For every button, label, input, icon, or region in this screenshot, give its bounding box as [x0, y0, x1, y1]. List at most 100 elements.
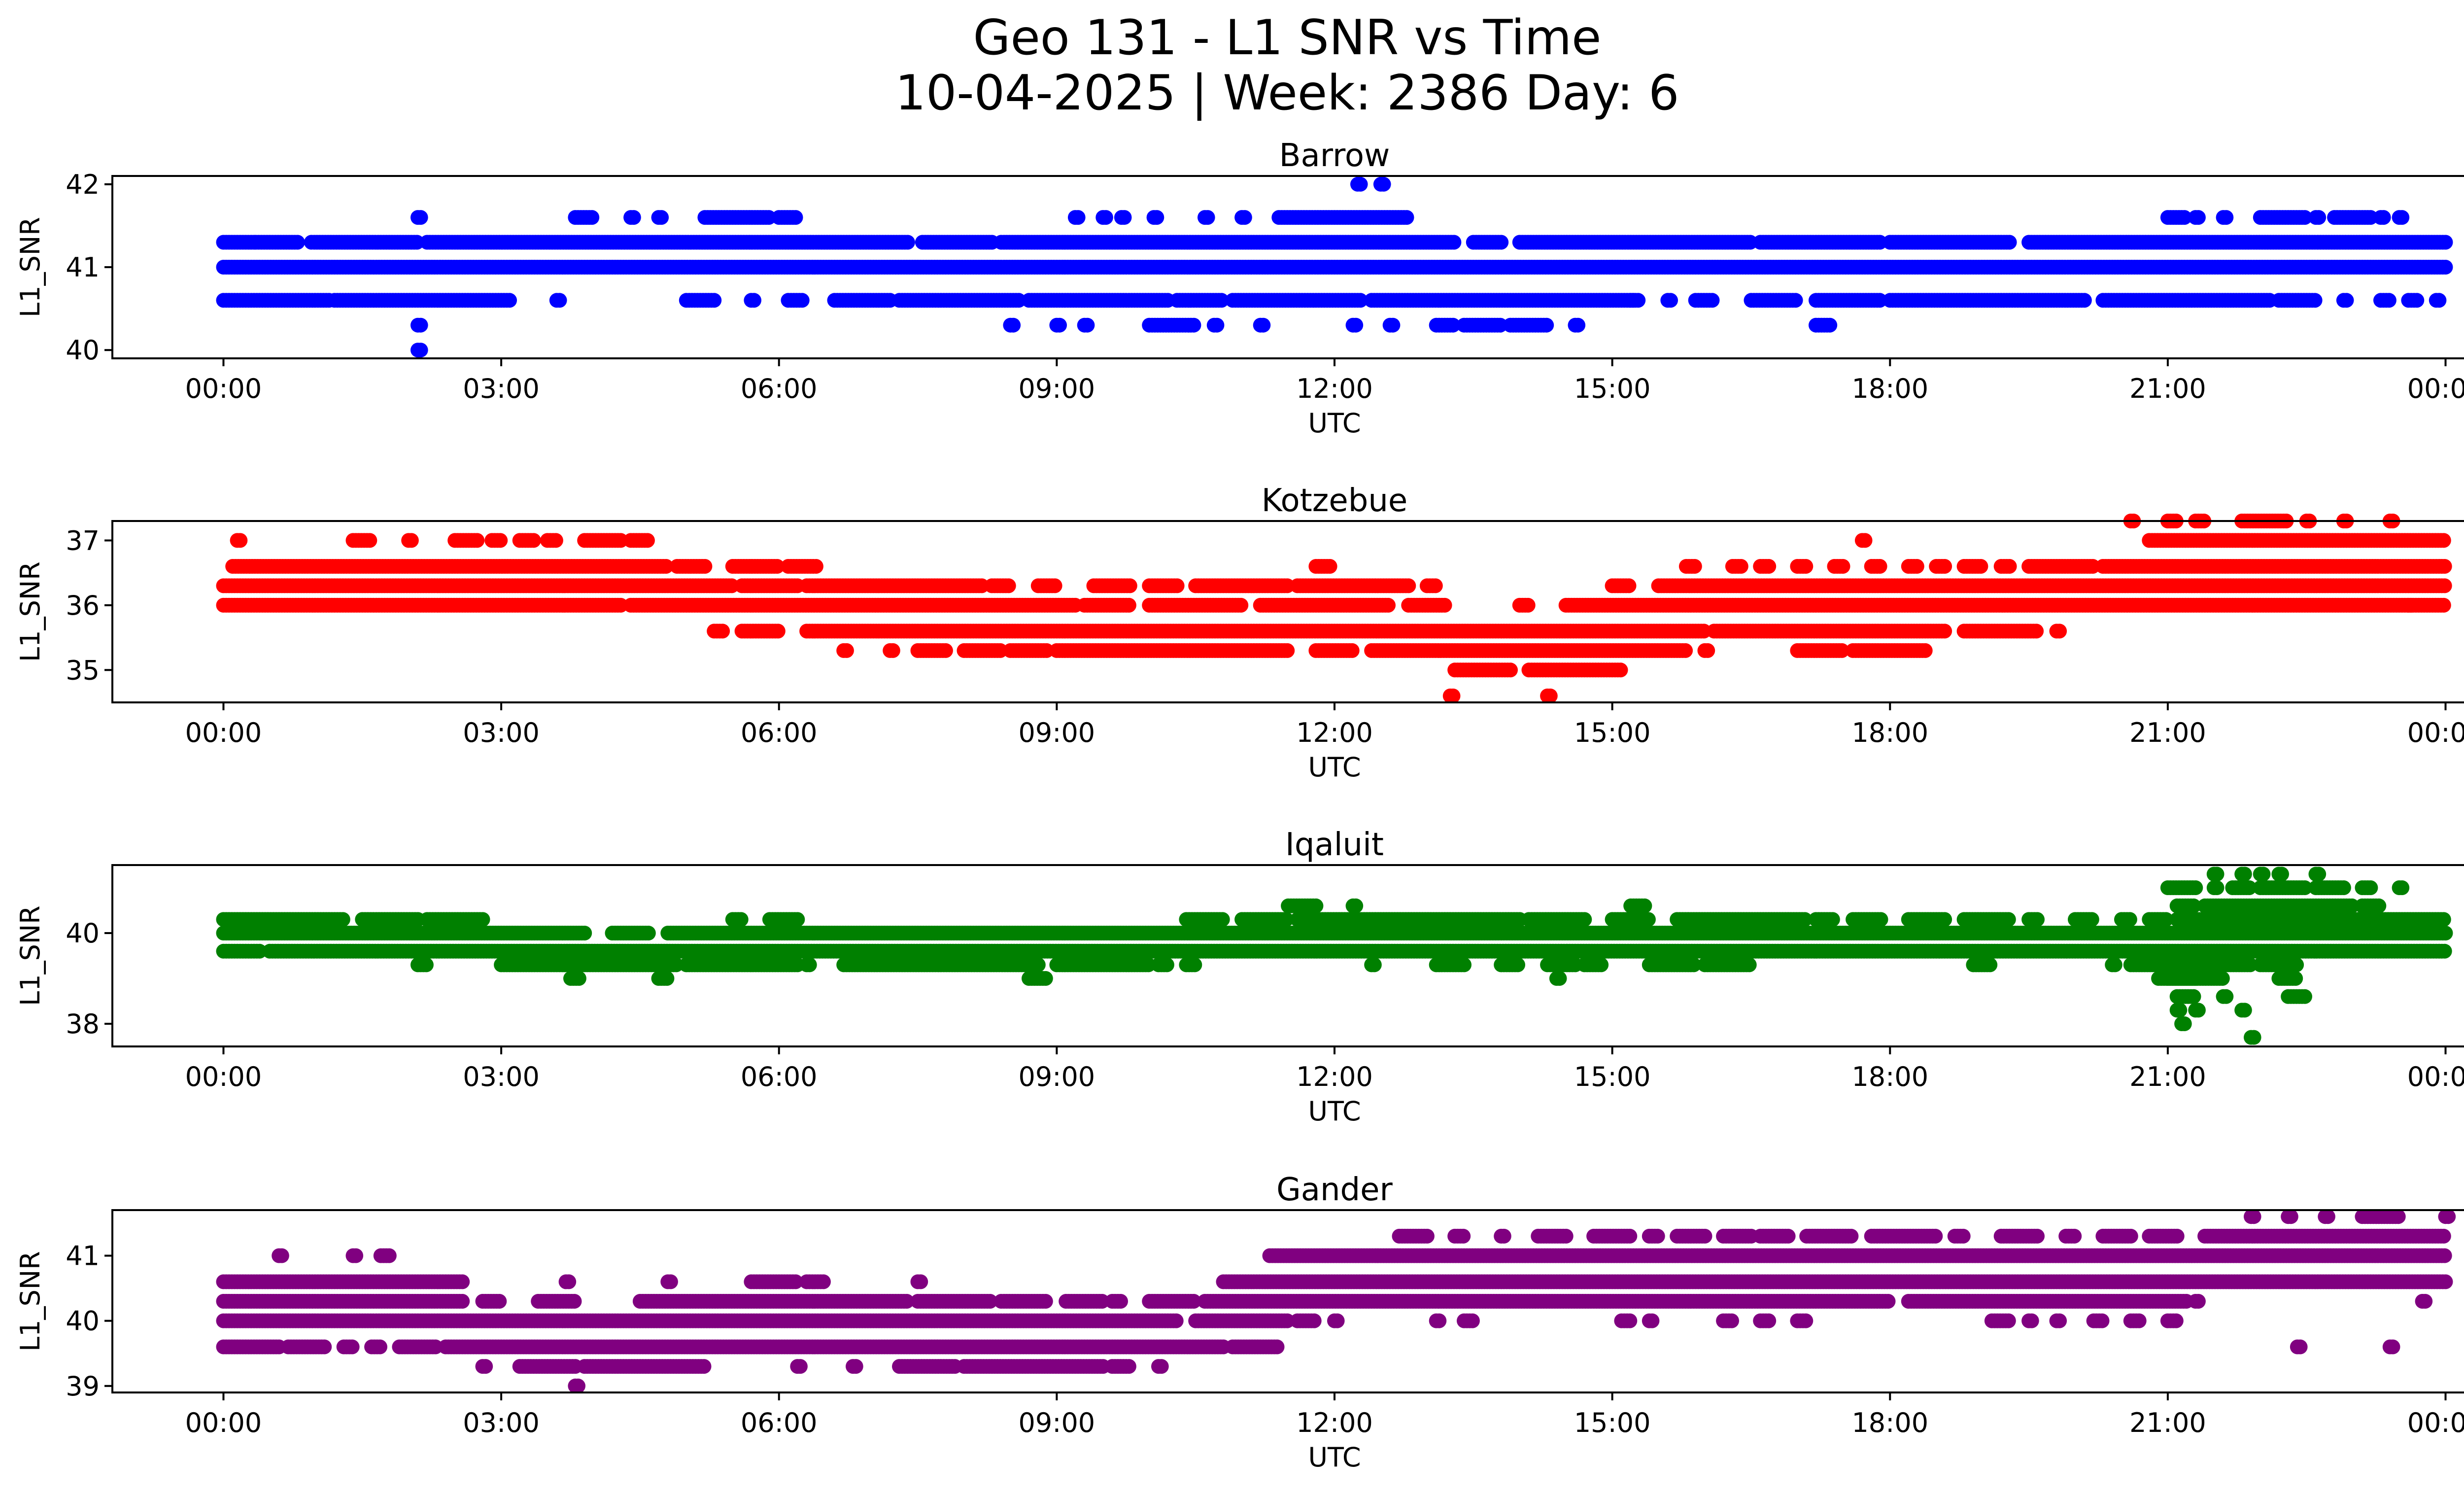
data-point [2381, 293, 2396, 308]
y-axis-label: L1_SNR [15, 217, 46, 317]
x-tick-label: 21:00 [2129, 373, 2206, 404]
data-point [1348, 317, 1364, 333]
data-point [1678, 643, 1693, 658]
data-point [1121, 597, 1136, 613]
x-tick-label: 15:00 [1574, 373, 1651, 404]
x-tick-label: 12:00 [1296, 373, 1373, 404]
data-point [1233, 597, 1249, 613]
data-point [1437, 597, 1452, 613]
data-point [2339, 293, 2354, 308]
x-tick-label: 18:00 [1851, 373, 1928, 404]
data-point [2438, 235, 2453, 250]
x-tick-label: 03:00 [463, 373, 540, 404]
data-point [2437, 578, 2452, 593]
data-point [1149, 210, 1164, 225]
data-point [1798, 559, 1814, 574]
data-point [747, 293, 761, 308]
data-point [1256, 317, 1271, 333]
data-point [2395, 210, 2410, 225]
data-point [413, 343, 428, 358]
data-point [2431, 293, 2447, 308]
data-point [1626, 293, 1641, 308]
x-tick-label: 00:00 [185, 373, 262, 404]
data-point [1761, 559, 1777, 574]
data-point [1186, 317, 1201, 333]
data-point [2438, 260, 2453, 275]
data-point [1280, 643, 1295, 658]
data-point [1663, 293, 1678, 308]
data-point [808, 559, 823, 574]
data-point [2052, 624, 2067, 639]
data-point [1006, 317, 1021, 333]
x-tick-label: 06:00 [741, 373, 818, 404]
x-tick-label: 09:00 [1019, 373, 1095, 404]
data-point [1937, 559, 1952, 574]
data-point [1052, 317, 1067, 333]
data-point [2307, 293, 2323, 308]
data-point [626, 210, 641, 225]
data-point [2190, 210, 2206, 225]
data-point [1446, 235, 1462, 250]
data-point [2376, 210, 2391, 225]
data-point [410, 235, 425, 250]
data-point [1937, 624, 1952, 639]
data-point [1428, 578, 1443, 593]
data-point [1098, 210, 1113, 225]
data-point [584, 210, 600, 225]
data-point [2002, 559, 2017, 574]
data-point [1705, 293, 1720, 308]
data-point [1070, 210, 1086, 225]
data-point [1909, 559, 1924, 574]
data-point [413, 317, 428, 333]
chart-subtitle: 10-04-2025 | Week: 2386 Day: 6 [895, 65, 1679, 121]
data-point [1381, 597, 1396, 613]
data-point [839, 643, 854, 658]
data-point [1200, 210, 1215, 225]
data-point [1353, 176, 1368, 192]
data-point [2029, 624, 2044, 639]
data-point [1973, 559, 1988, 574]
data-point [794, 293, 810, 308]
data-point [1571, 317, 1586, 333]
data-point [502, 293, 517, 308]
data-point [1117, 210, 1132, 225]
data-point [1376, 176, 1391, 192]
series-points [216, 514, 2452, 703]
data-point [2404, 597, 2419, 613]
data-point [770, 624, 786, 639]
data-point [1047, 578, 1062, 593]
data-point [1494, 235, 1509, 250]
data-point [707, 293, 722, 308]
data-point [2437, 559, 2452, 574]
data-point [1700, 643, 1715, 658]
data-point [1344, 643, 1360, 658]
data-point [1520, 597, 1536, 613]
data-point [1822, 317, 1838, 333]
data-point [654, 210, 669, 225]
data-point [2002, 235, 2017, 250]
data-point [1872, 559, 1887, 574]
panel-title: Kotzebue [1262, 483, 1408, 519]
data-point [1385, 317, 1401, 333]
data-point [2077, 293, 2092, 308]
data-point [1169, 578, 1185, 593]
y-tick-label: 40 [66, 335, 100, 366]
x-tick-label: 00:00 [2407, 373, 2464, 404]
data-point [1322, 559, 1337, 574]
data-point [715, 624, 730, 639]
data-point [1237, 210, 1252, 225]
y-tick-label: 42 [66, 169, 100, 200]
data-point [413, 210, 428, 225]
data-point [2409, 293, 2425, 308]
data-point [1733, 559, 1748, 574]
data-point [1122, 578, 1137, 593]
data-point [788, 210, 803, 225]
chart-title: Geo 131 - L1 SNR vs Time [973, 10, 1602, 66]
data-point [1539, 317, 1554, 333]
data-point [2219, 210, 2234, 225]
data-point [1401, 578, 1416, 593]
data-point [900, 235, 915, 250]
